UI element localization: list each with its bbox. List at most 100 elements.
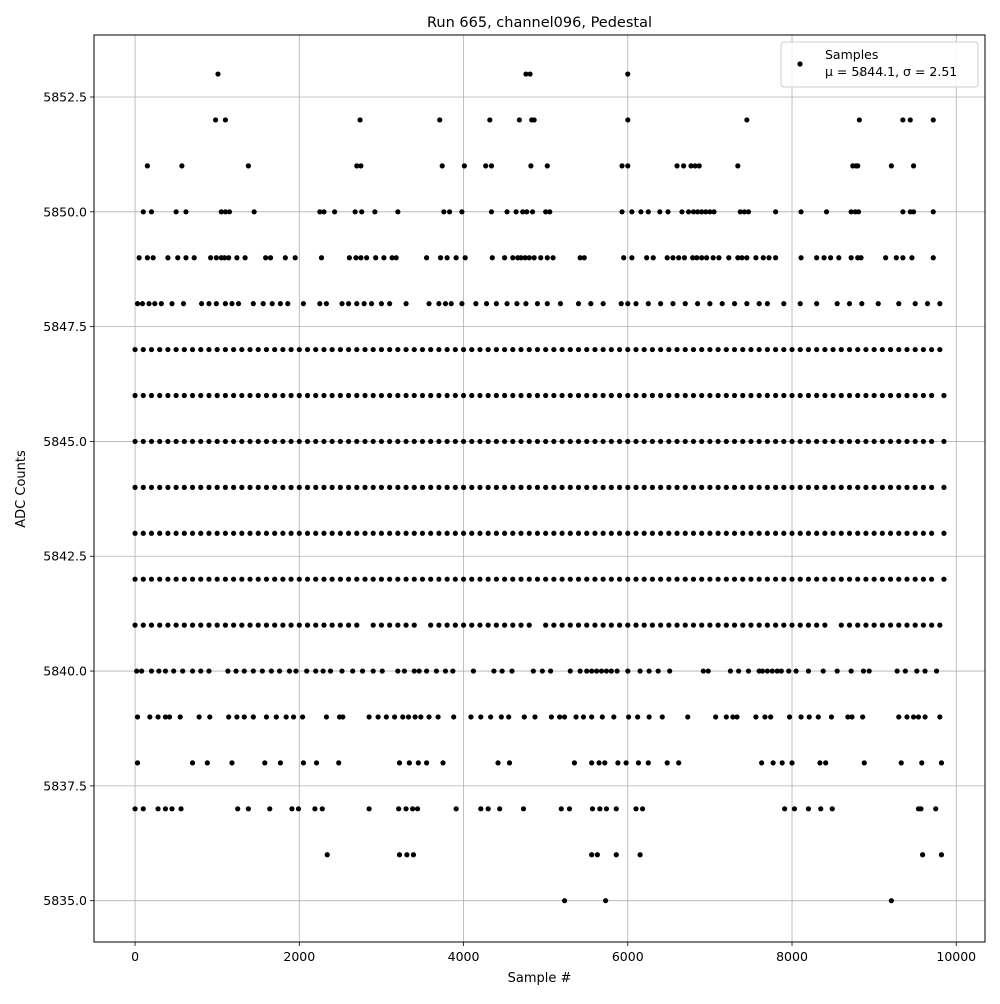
data-point — [329, 484, 335, 490]
data-point — [226, 255, 232, 261]
data-point — [139, 668, 145, 674]
data-point — [828, 714, 835, 720]
data-point — [339, 301, 345, 307]
data-point — [370, 392, 376, 399]
data-point — [772, 209, 779, 215]
data-point — [855, 209, 862, 215]
data-point — [896, 346, 902, 353]
data-point — [165, 576, 171, 582]
data-point — [235, 301, 242, 307]
data-point — [559, 622, 565, 628]
data-point — [745, 209, 752, 215]
data-point — [848, 255, 854, 261]
data-point — [280, 392, 286, 399]
data-point — [534, 392, 541, 399]
data-point — [715, 438, 721, 445]
data-point — [139, 301, 146, 307]
data-point — [929, 622, 935, 628]
data-point — [781, 576, 787, 582]
data-point — [744, 255, 750, 261]
data-point — [134, 668, 140, 674]
data-point — [814, 346, 820, 353]
data-point — [764, 530, 770, 536]
data-point — [214, 484, 220, 490]
data-point — [658, 301, 664, 307]
data-point — [603, 668, 610, 674]
data-point — [189, 346, 196, 353]
data-point — [543, 346, 549, 353]
data-point — [670, 301, 676, 307]
data-point — [180, 301, 187, 307]
data-point — [759, 760, 765, 766]
data-point — [485, 576, 491, 582]
data-point — [649, 346, 656, 353]
data-point — [600, 392, 606, 399]
data-point — [460, 622, 467, 628]
data-point — [411, 668, 417, 674]
data-point — [393, 255, 399, 261]
data-point — [531, 255, 537, 261]
data-point — [239, 622, 245, 628]
data-point — [387, 301, 393, 307]
data-point — [723, 622, 729, 628]
data-point — [793, 668, 799, 674]
data-point — [688, 163, 694, 169]
data-point — [140, 622, 146, 628]
data-point — [592, 576, 598, 582]
data-point — [608, 346, 614, 353]
data-point — [345, 576, 352, 582]
data-point — [526, 484, 532, 490]
data-point — [699, 346, 705, 353]
data-point — [222, 622, 228, 628]
data-point — [180, 668, 186, 674]
data-point — [411, 530, 417, 536]
data-point — [157, 622, 163, 628]
data-point — [641, 622, 647, 628]
data-point — [280, 484, 286, 490]
data-point — [920, 530, 927, 536]
data-point — [529, 209, 536, 215]
data-point — [846, 484, 853, 490]
data-point — [815, 714, 821, 720]
data-point — [641, 576, 647, 582]
data-point — [320, 668, 326, 674]
data-point — [848, 668, 854, 674]
data-point — [453, 806, 459, 812]
data-point — [296, 484, 302, 490]
data-point — [731, 530, 738, 536]
data-point — [929, 530, 935, 536]
data-point — [468, 714, 474, 720]
data-point — [485, 346, 491, 353]
data-point — [272, 392, 278, 399]
data-point — [584, 530, 590, 536]
data-point — [740, 530, 746, 536]
data-point — [387, 392, 393, 399]
data-point — [440, 760, 446, 766]
data-point — [593, 668, 600, 674]
data-point — [863, 438, 869, 445]
data-point — [539, 668, 545, 674]
data-point — [296, 346, 302, 353]
data-point — [625, 438, 631, 445]
data-point — [544, 255, 550, 261]
data-point — [727, 668, 734, 674]
data-point — [189, 392, 196, 399]
data-point — [411, 484, 417, 490]
data-point — [448, 301, 454, 307]
data-point — [772, 576, 779, 582]
data-point — [713, 714, 719, 720]
data-point — [731, 346, 738, 353]
data-point — [359, 209, 365, 215]
data-point — [329, 530, 335, 536]
data-point — [649, 392, 656, 399]
data-point — [304, 576, 311, 582]
data-point — [460, 530, 467, 536]
data-point — [748, 392, 754, 399]
legend-marker — [797, 61, 803, 67]
data-point — [731, 301, 738, 307]
data-point — [304, 484, 311, 490]
data-point — [526, 576, 532, 582]
data-point — [134, 301, 141, 307]
x-tick-label: 2000 — [283, 949, 315, 964]
data-point — [559, 576, 565, 582]
